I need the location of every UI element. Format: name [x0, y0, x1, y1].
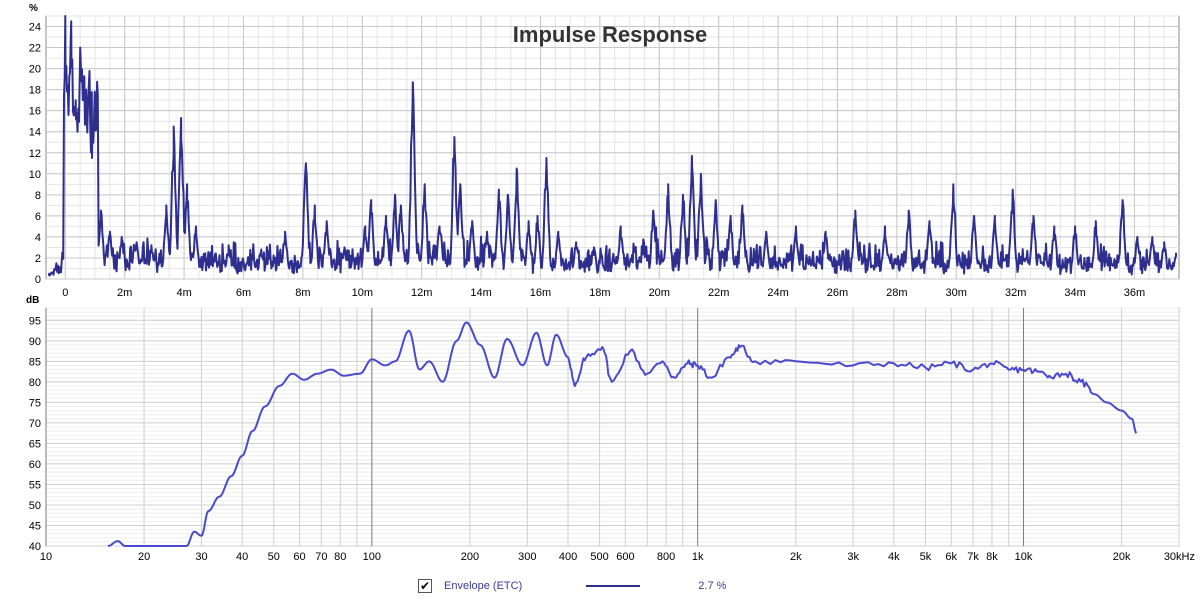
y-tick-label-bottom: 50 — [29, 500, 41, 512]
minor-grid-bottom — [46, 307, 1180, 547]
legend-line-swatch — [586, 585, 641, 587]
x-tick-label-bottom: 300 — [518, 551, 536, 563]
y-tick-label-bottom: 85 — [29, 356, 41, 368]
x-tick-label-top: 2m — [117, 287, 132, 299]
y-tick-label-top: 6 — [35, 211, 41, 223]
y-tick-label-top: 22 — [29, 43, 41, 55]
checkmark-icon: ✔ — [419, 579, 431, 593]
y-tick-label-top: 18 — [29, 85, 41, 97]
x-tick-label-top: 0 — [62, 287, 68, 299]
plot-area-top — [45, 15, 1180, 280]
x-tick-label-bottom: 7k — [967, 551, 979, 563]
y-tick-label-bottom: 45 — [29, 520, 41, 532]
x-tick-label-top: 34m — [1064, 287, 1085, 299]
x-tick-label-top: 6m — [236, 287, 251, 299]
x-tick-label-bottom: 70 — [315, 551, 327, 563]
x-tick-label-top: 20m — [649, 287, 670, 299]
x-tick-label-top: 26m — [827, 287, 848, 299]
x-tick-label-top: 24m — [767, 287, 788, 299]
x-tick-label-top: 32m — [1005, 287, 1026, 299]
y-axis-label-top: % — [29, 3, 38, 14]
x-tick-label-top: 10m — [352, 287, 373, 299]
y-tick-label-bottom: 70 — [29, 418, 41, 430]
y-axis-label-bottom: dB — [26, 295, 39, 306]
x-tick-label-bottom: 60 — [293, 551, 305, 563]
y-tick-label-bottom: 90 — [29, 336, 41, 348]
y-tick-label-bottom: 75 — [29, 397, 41, 409]
y-tick-label-top: 14 — [29, 127, 41, 139]
x-tick-label-bottom: 100 — [363, 551, 381, 563]
x-tick-label-bottom: 1k — [692, 551, 704, 563]
x-tick-label-bottom: 500 — [590, 551, 608, 563]
x-tick-label-top: 4m — [176, 287, 191, 299]
y-tick-label-top: 16 — [29, 106, 41, 118]
y-tick-label-bottom: 55 — [29, 479, 41, 491]
x-tick-label-bottom: 10k — [1015, 551, 1033, 563]
y-tick-label-top: 12 — [29, 148, 41, 160]
x-tick-label-top: 18m — [589, 287, 610, 299]
y-tick-label-top: 10 — [29, 169, 41, 181]
x-tick-label-bottom: 30kHz — [1164, 551, 1195, 563]
chart-title: Impulse Response — [513, 22, 707, 47]
x-tick-label-bottom: 400 — [559, 551, 577, 563]
legend-value: 2.7 % — [698, 580, 727, 592]
x-tick-label-bottom: 600 — [616, 551, 634, 563]
y-tick-label-top: 0 — [35, 274, 41, 286]
y-tick-labels-bottom: 40 45 50 55 60 65 70 75 80 85 90 95 — [29, 315, 41, 553]
frequency-response-panel: 40 45 50 55 60 65 70 75 80 85 90 95 10 20 30 40 50 60 70 8… — [26, 295, 1195, 563]
x-tick-label-top: 36m — [1124, 287, 1145, 299]
x-tick-labels-bottom: 10 20 30 40 50 60 70 80 100 200 300 400 500 600 800 1k 2… — [40, 551, 1195, 563]
envelope-checkbox[interactable]: ✔ — [418, 579, 432, 593]
y-tick-label-top: 24 — [29, 22, 41, 34]
frequency-response-line — [107, 321, 1138, 547]
x-tick-label-bottom: 200 — [461, 551, 479, 563]
y-tick-label-top: 20 — [29, 64, 41, 76]
x-tick-label-top: 8m — [295, 287, 310, 299]
x-tick-label-top: 30m — [946, 287, 967, 299]
x-tick-label-top: 12m — [411, 287, 432, 299]
x-tick-label-top: 16m — [530, 287, 551, 299]
x-tick-labels-top: 0 2m 4m 6m 8m 10m 12m 14m 16m 18m 20m 22m 24m 26m 28m 3… — [62, 287, 1145, 299]
x-tick-label-bottom: 80 — [334, 551, 346, 563]
envelope-etc-line — [48, 15, 1177, 277]
y-tick-label-top: 8 — [35, 190, 41, 202]
legend-label: Envelope (ETC) — [444, 580, 523, 592]
y-tick-label-bottom: 40 — [29, 541, 41, 553]
x-tick-label-bottom: 4k — [888, 551, 900, 563]
x-tick-label-bottom: 3k — [847, 551, 859, 563]
x-tick-label-bottom: 10 — [40, 551, 52, 563]
x-tick-label-bottom: 20k — [1113, 551, 1131, 563]
x-tick-label-top: 22m — [708, 287, 729, 299]
y-tick-label-bottom: 95 — [29, 315, 41, 327]
x-tick-label-bottom: 6k — [945, 551, 957, 563]
x-tick-label-bottom: 2k — [790, 551, 802, 563]
x-tick-label-bottom: 8k — [986, 551, 998, 563]
y-tick-label-bottom: 65 — [29, 438, 41, 450]
x-tick-label-bottom: 5k — [920, 551, 932, 563]
x-tick-label-bottom: 800 — [657, 551, 675, 563]
x-tick-label-bottom: 30 — [195, 551, 207, 563]
x-tick-label-top: 28m — [886, 287, 907, 299]
major-grid-bottom — [45, 308, 1025, 546]
x-tick-label-bottom: 40 — [236, 551, 248, 563]
y-tick-label-top: 4 — [35, 232, 41, 244]
x-tick-label-top: 14m — [470, 287, 491, 299]
y-tick-label-bottom: 80 — [29, 377, 41, 389]
y-tick-label-top: 2 — [35, 253, 41, 265]
legend: ✔ Envelope (ETC) 2.7 % — [418, 577, 726, 595]
y-tick-label-bottom: 60 — [29, 459, 41, 471]
x-tick-label-bottom: 50 — [268, 551, 280, 563]
x-tick-label-bottom: 20 — [138, 551, 150, 563]
